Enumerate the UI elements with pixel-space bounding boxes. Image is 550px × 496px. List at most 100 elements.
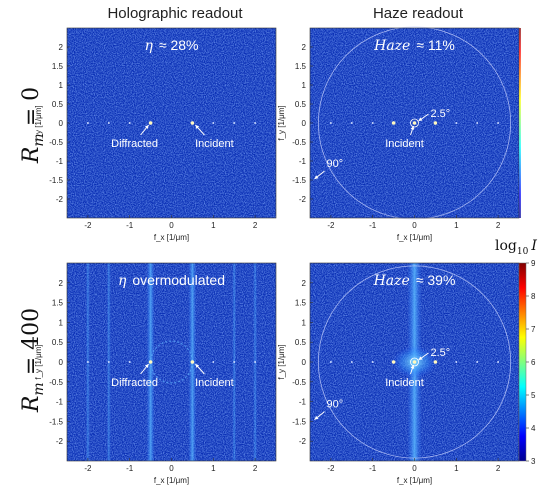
- y-tick-label: 2: [59, 43, 64, 52]
- y-tick-label: 0: [59, 358, 64, 367]
- colorbar-scale: [518, 262, 527, 462]
- diffraction-spot: [107, 361, 110, 363]
- row-label-rm400: Rm = 400: [19, 308, 47, 413]
- x-tick-label: -1: [126, 221, 134, 230]
- panel-header: η overmodulated: [118, 272, 225, 289]
- y-tick-label: 1.5: [295, 299, 307, 308]
- diffraction-spot: [433, 121, 438, 125]
- panels-group: -2 -1 0 1 2 2 1.5 1 0.5 0 -0.5 -1 -1.5 -2 f_x [1/μm] f_…: [34, 26, 520, 485]
- panel-header: Haze ≈ 39%: [373, 272, 456, 289]
- y-tick-label: -2: [299, 195, 307, 204]
- annotation-label: Incident: [195, 377, 234, 389]
- colorbar: log10 I 9 8 7 6 5 4 3: [495, 238, 537, 466]
- colorbar-thin-strip: [519, 28, 521, 218]
- x-tick-label: 1: [454, 464, 459, 473]
- y-tick-label: 1: [59, 318, 64, 327]
- y-tick-label: -1: [299, 157, 307, 166]
- x-tick-label: -1: [369, 221, 377, 230]
- x-tick-label: -2: [327, 464, 335, 473]
- row-label-rm0: Rm = 0: [19, 87, 47, 164]
- y-tick-label: 0.5: [52, 338, 64, 347]
- speckle-noise: [67, 28, 276, 218]
- y-tick-label: -0.5: [292, 138, 306, 147]
- x-tick-label: 0: [412, 221, 417, 230]
- y-tick-label: -2: [299, 437, 307, 446]
- annotation-arrowhead: [195, 125, 200, 129]
- y-tick-label: -0.5: [292, 378, 306, 387]
- y-tick-label: 1.5: [52, 62, 64, 71]
- y-tick-label: 1.5: [52, 299, 64, 308]
- x-axis-label: f_x [1/μm]: [397, 476, 432, 485]
- x-tick-label: 2: [496, 221, 501, 230]
- y-tick-label: 1: [302, 318, 307, 327]
- panel-header: Haze ≈ 11%: [373, 37, 455, 54]
- diffraction-spot: [455, 361, 458, 363]
- annotation-label: Incident: [195, 138, 234, 150]
- annotation-arrowhead: [418, 356, 423, 360]
- diffraction-spot: [212, 361, 215, 363]
- y-tick-label: 1: [302, 81, 307, 90]
- diffraction-spot: [212, 122, 215, 124]
- annotation-label: 90°: [327, 399, 344, 411]
- y-tick-label: -2: [56, 437, 64, 446]
- annotation-label: 90°: [327, 158, 344, 170]
- annotation-label: Incident: [385, 377, 424, 389]
- diffraction-spot: [476, 361, 479, 363]
- y-tick-label: 1.5: [295, 62, 307, 71]
- diffraction-spot: [497, 122, 500, 124]
- panel-header: η ≈ 28%: [145, 37, 199, 54]
- x-tick-label: -1: [369, 464, 377, 473]
- y-tick-label: -2: [56, 195, 64, 204]
- panel-4: -2 -1 0 1 2 2 1.5 1 0.5 0 -0.5 -1 -1.5 -2 f_x [1/μm] f_…: [277, 262, 520, 485]
- y-axis-label: f_y [1/μm]: [277, 344, 286, 379]
- annotation-arrowhead: [195, 364, 200, 368]
- diffraction-spot: [497, 361, 500, 363]
- y-tick-label: 2: [302, 279, 307, 288]
- y-axis-label: f_y [1/μm]: [34, 344, 43, 379]
- y-tick-label: 0: [302, 119, 307, 128]
- annotation-label: Diffracted: [111, 377, 158, 389]
- diffraction-spot: [350, 122, 353, 124]
- two-point-five-degree-circle: [410, 118, 419, 128]
- incident-spot: [412, 360, 417, 364]
- x-tick-label: 1: [454, 221, 459, 230]
- speckle-noise: [67, 263, 276, 461]
- annotation-label: 2.5°: [431, 347, 451, 359]
- diffraction-spot: [233, 361, 236, 363]
- diffraction-spot: [128, 122, 131, 124]
- column-title-holographic: Holographic readout: [107, 5, 243, 22]
- y-tick-label: -1: [56, 398, 64, 407]
- y-tick-label: -1.5: [292, 176, 306, 185]
- annotation-arrowhead: [314, 415, 319, 420]
- y-tick-label: 0: [302, 358, 307, 367]
- colorbar-tick-label: 8: [531, 292, 536, 301]
- panel-1: -2 -1 0 1 2 2 1.5 1 0.5 0 -0.5 -1 -1.5 -2 f_x [1/μm] f_…: [34, 27, 277, 242]
- y-tick-label: -1.5: [49, 417, 63, 426]
- diffraction-spot: [233, 122, 236, 124]
- colorbar-ticks: 9 8 7 6 5 4 3: [526, 259, 536, 466]
- annotation-label: Diffracted: [111, 138, 158, 150]
- annotation-arrowhead: [410, 365, 415, 369]
- y-tick-label: -1: [299, 398, 307, 407]
- y-tick-label: -1.5: [49, 176, 63, 185]
- y-axis-label: f_y [1/μm]: [34, 105, 43, 140]
- y-tick-label: 0.5: [295, 338, 307, 347]
- annotation-arrowhead: [410, 126, 415, 130]
- x-axis-label: f_x [1/μm]: [154, 233, 189, 242]
- annotation-arrowhead: [314, 175, 319, 179]
- diffraction-spot: [190, 360, 195, 364]
- diffraction-spot: [148, 360, 153, 364]
- y-tick-label: 0: [59, 119, 64, 128]
- two-point-five-degree-circle: [410, 357, 419, 367]
- annotation-label: Incident: [385, 138, 424, 150]
- annotation-arrowhead: [418, 117, 423, 121]
- y-tick-label: 2: [59, 279, 64, 288]
- x-tick-label: 1: [211, 221, 216, 230]
- diffraction-spot: [329, 361, 332, 363]
- column-title-haze: Haze readout: [373, 5, 464, 22]
- y-tick-label: 0.5: [295, 100, 307, 109]
- diffraction-spot: [86, 122, 89, 124]
- colorbar-tick-label: 3: [531, 457, 536, 466]
- diffraction-spot: [476, 122, 479, 124]
